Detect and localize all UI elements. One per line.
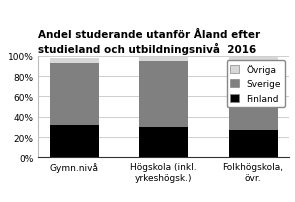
Bar (139, 58, 188, 62)
Text: Andel studerande utanför Åland efter
studieland och utbildningsnivå  2016: Andel studerande utanför Åland efter stu… (38, 29, 260, 54)
Bar (229, 58, 278, 72)
Bar (50, 59, 99, 64)
Bar (229, 130, 278, 158)
Bar (139, 62, 188, 127)
Bar (50, 64, 99, 125)
Bar (139, 127, 188, 158)
Bar (50, 125, 99, 158)
Bar (229, 72, 278, 130)
Legend: Övriga, Sverige, Finland: Övriga, Sverige, Finland (227, 61, 285, 107)
